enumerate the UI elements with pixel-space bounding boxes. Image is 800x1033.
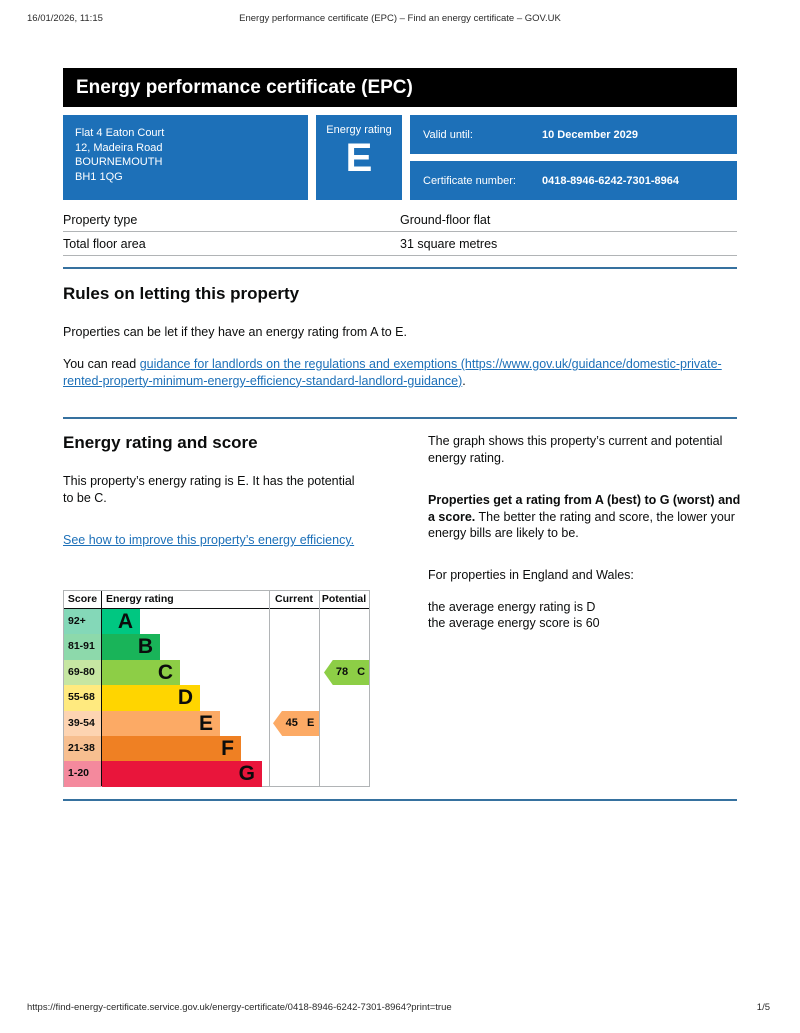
band-letter: E — [198, 711, 213, 735]
current-rating-arrow: 45 E — [273, 710, 319, 736]
chart-current-divider — [269, 591, 270, 786]
epc-band-row: 39-54 E — [64, 710, 369, 736]
floor-area-value: 31 square metres — [400, 237, 498, 251]
epc-band-row: 55-68 D — [64, 685, 369, 711]
chart-header-potential: Potential — [321, 593, 367, 605]
england-wales-intro: For properties in England and Wales: — [428, 568, 634, 582]
chart-potential-divider — [319, 591, 320, 786]
band-letter: F — [221, 737, 234, 760]
rating-explanation: Properties get a rating from A (best) to… — [428, 492, 742, 542]
property-address: Flat 4 Eaton Court 12, Madeira Road BOUR… — [63, 115, 308, 200]
epc-band-row: 1-20 G — [64, 761, 369, 787]
rules-heading: Rules on letting this property — [63, 284, 300, 303]
improve-efficiency-link[interactable]: See how to improve this property’s energ… — [63, 533, 355, 547]
epc-band-row: 69-80 C — [64, 659, 369, 686]
band-letter: C — [157, 660, 173, 684]
epc-chart: Score Energy rating Current Potential 92… — [63, 590, 370, 787]
print-footer-url: https://find-energy-certificate.service.… — [27, 1002, 452, 1013]
average-rating-line: the average energy rating is D — [428, 600, 596, 614]
address-line: Flat 4 Eaton Court — [75, 127, 165, 139]
rating-heading: Energy rating and score — [63, 433, 258, 452]
certificate-number-value: 0418-8946-6242-7301-8964 — [542, 174, 680, 187]
valid-until-value: 10 December 2029 — [542, 128, 639, 141]
rules-paragraph: Properties can be let if they have an en… — [63, 325, 407, 339]
section-divider — [63, 417, 737, 419]
address-line: BOURNEMOUTH — [75, 156, 163, 168]
epc-band-row: 21-38 F — [64, 736, 369, 762]
chart-header-current: Current — [275, 593, 313, 605]
table-row: Property type Ground-floor flat — [63, 208, 737, 232]
print-doc-title: Energy performance certificate (EPC) – F… — [239, 13, 561, 24]
epc-band-row: 92+ A — [64, 609, 369, 635]
section-divider — [63, 267, 737, 269]
band-bar-f: F — [102, 736, 241, 762]
rating-paragraph: This property’s energy rating is E. It h… — [63, 474, 355, 505]
band-score-range: 1-20 — [64, 761, 101, 787]
valid-until-box: Valid until: 10 December 2029 — [410, 115, 737, 154]
rules-link-suffix: . — [462, 373, 466, 388]
floor-area-label: Total floor area — [63, 237, 146, 251]
property-details-table: Property type Ground-floor flat Total fl… — [63, 208, 737, 256]
epc-band-row: 81-91 B — [64, 634, 369, 660]
band-bar-g: G — [102, 761, 262, 787]
chart-header-score: Score — [67, 593, 98, 605]
band-letter: B — [137, 635, 153, 659]
average-score-line: the average energy score is 60 — [428, 616, 600, 630]
epc-chart-inner: Score Energy rating Current Potential 92… — [64, 591, 369, 787]
rules-link-prefix: You can read — [63, 357, 140, 371]
certificate-summary: Flat 4 Eaton Court 12, Madeira Road BOUR… — [63, 115, 737, 200]
property-type-value: Ground-floor flat — [400, 213, 491, 227]
band-score-range: 81-91 — [64, 634, 101, 660]
address-line: BH1 1QG — [75, 170, 123, 183]
address-line: 12, Madeira Road — [75, 141, 163, 154]
certificate-number-label: Certificate number: — [423, 174, 516, 187]
band-bar-b: B — [102, 634, 160, 660]
page-title: Energy performance certificate (EPC) — [63, 68, 737, 107]
landlord-guidance-link[interactable]: guidance for landlords on the regulation… — [63, 357, 722, 388]
band-bar-a: A — [102, 609, 140, 635]
chart-header-rule — [64, 608, 369, 609]
band-letter: D — [177, 686, 193, 710]
band-bar-e: E — [102, 710, 220, 736]
potential-rating-arrow: 78 C — [324, 659, 369, 686]
band-score-range: 55-68 — [64, 685, 101, 711]
band-score-range: 21-38 — [64, 736, 101, 762]
chart-header-rating: Energy rating — [106, 593, 174, 605]
property-type-label: Property type — [63, 213, 138, 227]
band-score-range: 92+ — [64, 609, 101, 635]
band-bar-d: D — [102, 685, 200, 711]
energy-rating-value: E — [345, 136, 373, 180]
print-page-indicator: 1/5 — [756, 1002, 770, 1013]
chart-score-divider — [101, 591, 102, 786]
certificate-number-box: Certificate number: 0418-8946-6242-7301-… — [410, 161, 737, 200]
section-divider — [63, 799, 737, 801]
print-datetime: 16/01/2026, 11:15 — [27, 13, 103, 24]
energy-rating-box: Energy rating E — [316, 115, 402, 200]
band-letter: A — [117, 610, 133, 633]
valid-until-label: Valid until: — [423, 128, 473, 141]
band-score-range: 39-54 — [64, 710, 101, 736]
rating-explanation-rest: The better the rating and score, the low… — [428, 509, 735, 541]
band-score-range: 69-80 — [64, 659, 101, 686]
band-letter: G — [238, 762, 255, 786]
graph-description: The graph shows this property’s current … — [428, 434, 723, 465]
rating-explanation-bold: Properties get a rating from A (best) to… — [428, 493, 741, 524]
energy-rating-label: Energy rating — [326, 124, 392, 136]
rules-link-paragraph: You can read guidance for landlords on t… — [63, 356, 737, 389]
band-bar-c: C — [102, 659, 180, 686]
table-row: Total floor area 31 square metres — [63, 232, 737, 256]
